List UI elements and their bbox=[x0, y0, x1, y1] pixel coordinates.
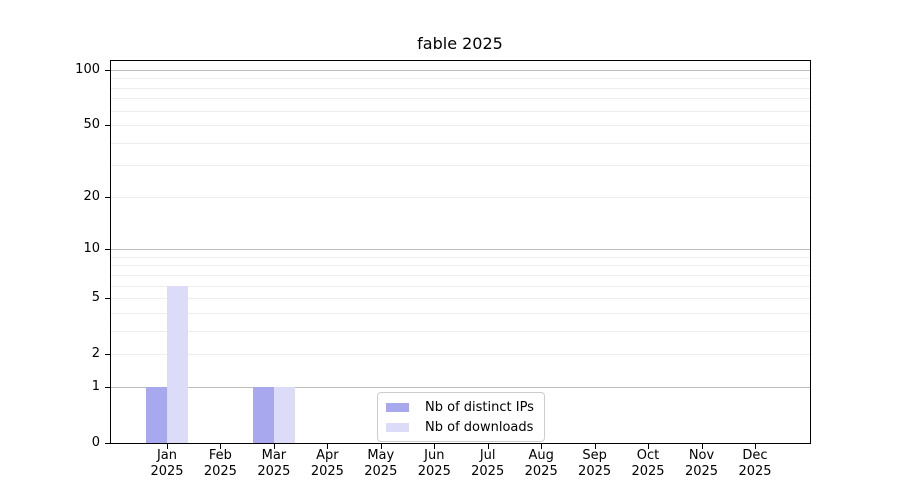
legend-swatch bbox=[386, 402, 409, 412]
minor-gridline bbox=[110, 87, 810, 89]
x-axis-tick bbox=[380, 444, 382, 449]
legend-label: Nb of distinct IPs bbox=[425, 399, 534, 415]
bar-downloads bbox=[167, 285, 189, 443]
y-axis-tick-label: 10 bbox=[83, 241, 100, 257]
y-axis-tick-label: 20 bbox=[83, 188, 100, 204]
x-axis-tick-label: Jan 2025 bbox=[150, 448, 184, 479]
y-axis-tick-label: 50 bbox=[83, 117, 100, 132]
minor-gridline bbox=[110, 98, 810, 100]
minor-gridline bbox=[110, 256, 810, 258]
minor-gridline bbox=[110, 196, 810, 198]
minor-gridline bbox=[110, 312, 810, 314]
y-axis-tick-label: 1 bbox=[91, 378, 100, 394]
legend-entry: Nb of downloads bbox=[386, 418, 536, 436]
chart-title: fable 2025 bbox=[417, 34, 503, 53]
major-gridline bbox=[110, 249, 810, 251]
bar-downloads bbox=[273, 386, 296, 443]
minor-gridline bbox=[110, 265, 810, 267]
y-axis-tick-label: 2 bbox=[91, 346, 100, 362]
bar-distinct-ips bbox=[145, 386, 167, 443]
y-axis-tick bbox=[105, 354, 110, 356]
minor-gridline bbox=[110, 142, 810, 144]
minor-gridline bbox=[110, 298, 810, 300]
legend: Nb of distinct IPs Nb of downloads bbox=[377, 392, 545, 442]
minor-gridline bbox=[110, 125, 810, 126]
y-axis-tick-label: 0 bbox=[91, 435, 100, 450]
x-axis-tick-label: May 2025 bbox=[364, 448, 398, 479]
x-axis-tick-label: Nov 2025 bbox=[684, 448, 719, 479]
y-axis-tick bbox=[105, 125, 110, 126]
y-axis-tick bbox=[105, 249, 110, 251]
x-axis-tick bbox=[220, 444, 222, 449]
major-gridline bbox=[110, 386, 810, 388]
y-axis-tick bbox=[105, 196, 110, 198]
legend-swatch bbox=[386, 422, 409, 432]
minor-gridline bbox=[110, 330, 810, 332]
y-axis-tick-label: 100 bbox=[75, 61, 100, 77]
x-axis-tick-label: Aug 2025 bbox=[524, 448, 558, 479]
x-axis-tick-label: Jun 2025 bbox=[417, 448, 451, 479]
x-axis-tick bbox=[434, 444, 436, 449]
x-axis-tick bbox=[594, 444, 596, 449]
minor-gridline bbox=[110, 165, 810, 167]
x-axis-tick-label: Mar 2025 bbox=[257, 448, 291, 479]
x-axis-tick-label: Oct 2025 bbox=[631, 448, 665, 479]
x-axis-tick bbox=[701, 444, 703, 449]
y-axis-tick bbox=[105, 386, 110, 388]
x-axis-tick bbox=[755, 444, 756, 449]
minor-gridline bbox=[110, 78, 810, 80]
y-axis-tick-label: 5 bbox=[91, 290, 100, 306]
y-axis-tick bbox=[105, 298, 110, 300]
legend-label: Nb of downloads bbox=[425, 419, 534, 435]
minor-gridline bbox=[110, 285, 810, 287]
x-axis-tick bbox=[273, 444, 275, 449]
major-gridline bbox=[110, 69, 810, 71]
x-axis-tick bbox=[487, 444, 489, 449]
x-axis-tick-label: Sep 2025 bbox=[578, 448, 612, 479]
minor-gridline bbox=[110, 110, 810, 112]
x-axis-tick bbox=[167, 444, 168, 449]
x-axis-tick bbox=[648, 444, 649, 449]
x-axis-tick-label: Apr 2025 bbox=[310, 448, 344, 479]
x-axis-tick bbox=[541, 444, 543, 449]
minor-gridline bbox=[110, 354, 810, 356]
y-axis-tick bbox=[105, 443, 110, 444]
x-axis-tick-label: Dec 2025 bbox=[738, 448, 772, 479]
minor-gridline bbox=[110, 274, 810, 276]
bar-distinct-ips bbox=[252, 386, 274, 443]
y-axis-tick bbox=[105, 69, 110, 71]
x-axis-tick bbox=[327, 444, 329, 449]
x-axis-tick-label: Jul 2025 bbox=[471, 448, 505, 479]
legend-entry: Nb of distinct IPs bbox=[386, 398, 536, 416]
x-axis-tick-label: Feb 2025 bbox=[203, 448, 237, 479]
